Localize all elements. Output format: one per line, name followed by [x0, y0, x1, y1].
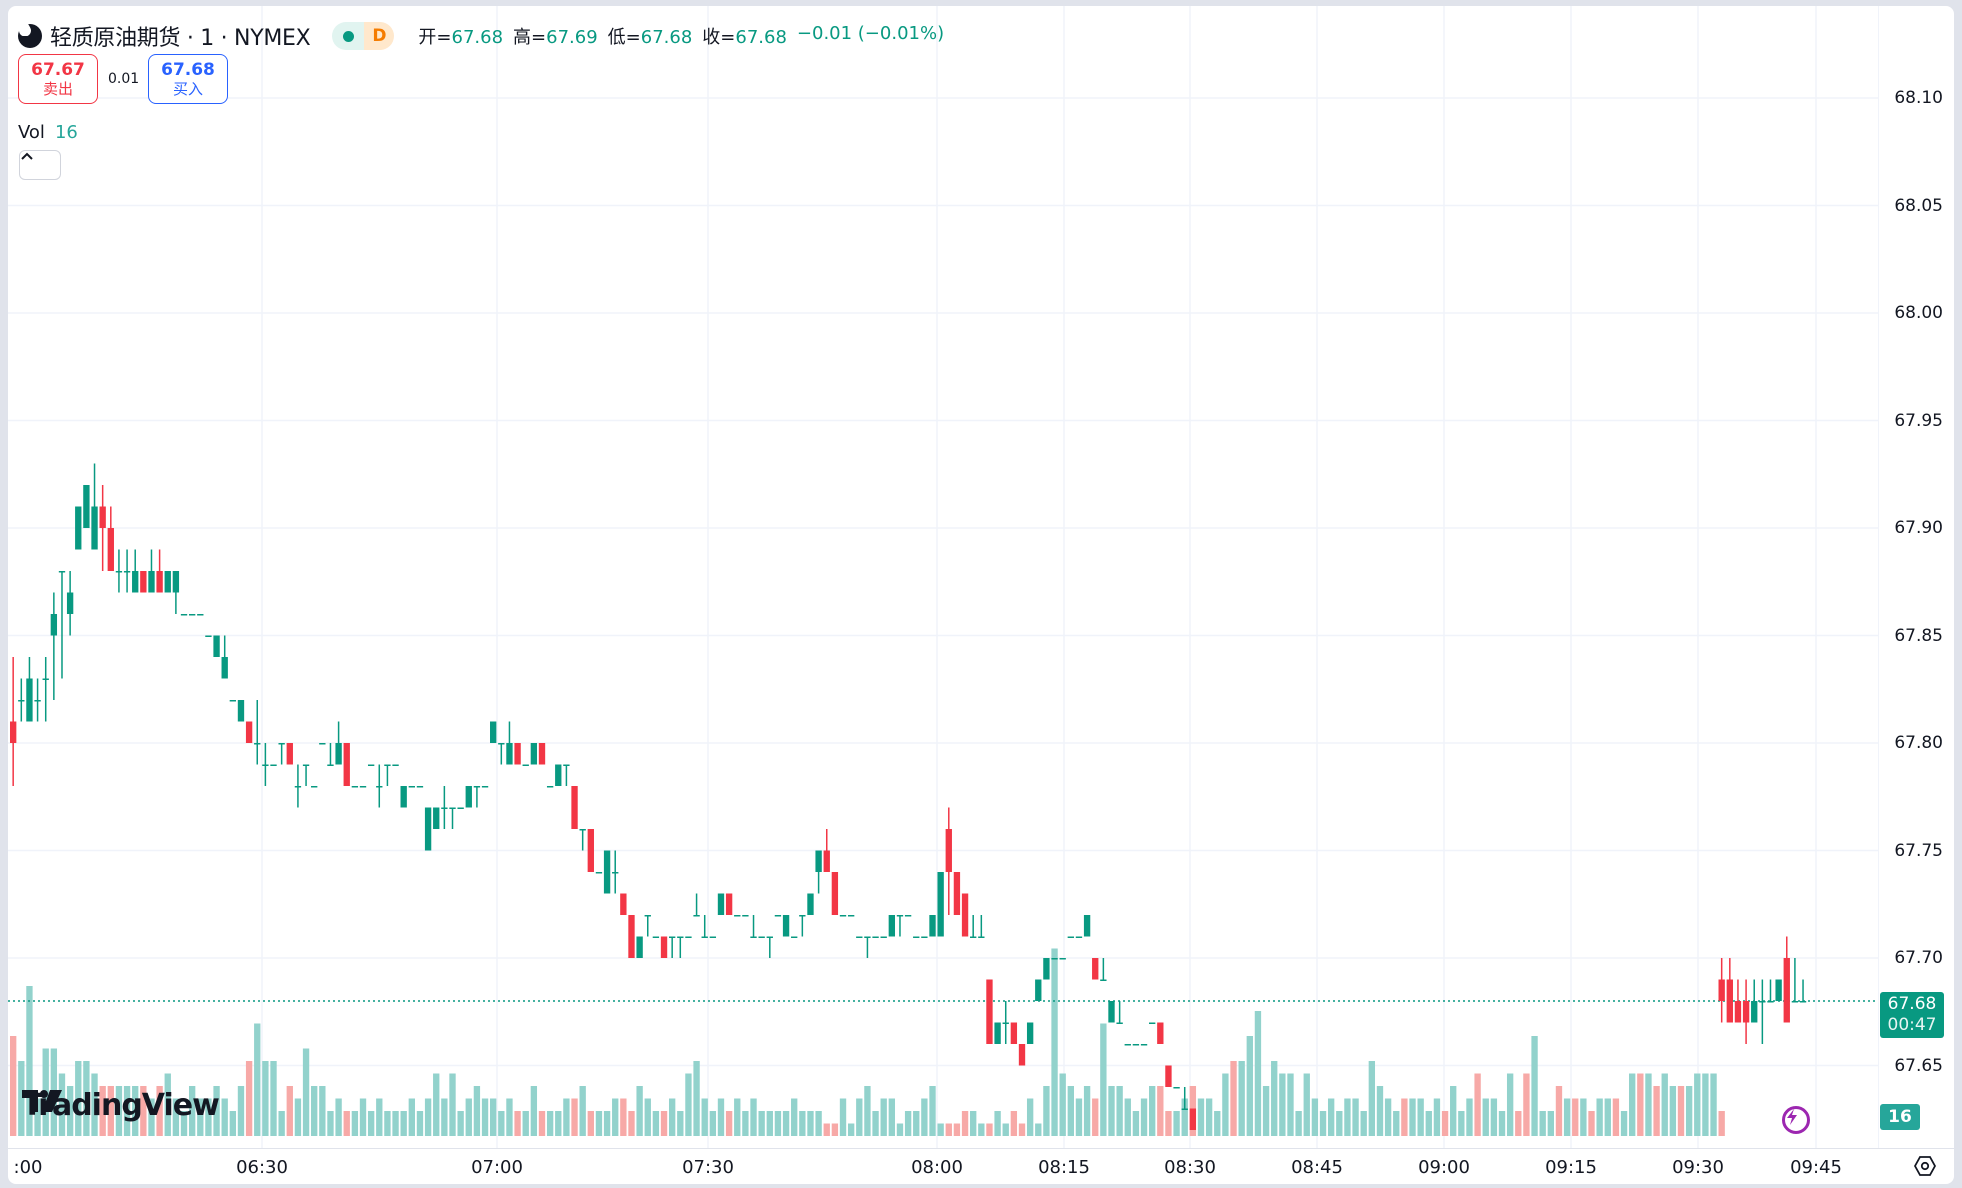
time-tick-label: 09:00	[1418, 1157, 1470, 1178]
time-tick-label: 08:30	[1164, 1157, 1216, 1178]
close-value: 67.68	[735, 27, 787, 48]
time-tick-label: :00	[13, 1157, 43, 1178]
time-tick-label: 07:00	[471, 1157, 523, 1178]
price-tick-label: 67.65	[1894, 1055, 1943, 1076]
time-tick-label: 06:30	[236, 1157, 288, 1178]
time-tick-label: 08:00	[911, 1157, 963, 1178]
sell-price: 67.67	[31, 60, 85, 80]
market-open-dot-icon	[332, 22, 365, 50]
sell-label: 卖出	[42, 80, 73, 98]
price-tick-label: 68.10	[1894, 88, 1943, 108]
settings-icon[interactable]	[1914, 1155, 1936, 1177]
price-tick-label: 67.85	[1894, 625, 1943, 646]
change-value: −0.01 (−0.01%)	[796, 23, 945, 44]
price-tick-label: 67.90	[1894, 518, 1943, 538]
last-price-label: 67.68 00:47	[1880, 992, 1944, 1038]
spread-value: 0.01	[108, 71, 140, 87]
tradingview-logo[interactable]: TradingView	[22, 1088, 220, 1123]
high-value: 67.69	[546, 27, 598, 48]
bar-countdown: 00:47	[1887, 1015, 1937, 1035]
ohlc-legend: 开=67.68 高=67.69 低=67.68 收=67.68 −0.01 (−…	[418, 23, 944, 49]
open-label: 开=	[418, 27, 452, 48]
low-value: 67.68	[640, 27, 693, 48]
time-tick-label: 08:15	[1038, 1157, 1090, 1178]
volume-value: 16	[54, 122, 78, 143]
price-tick-label: 68.05	[1894, 195, 1943, 216]
close-label: 收=	[702, 27, 736, 48]
market-status-badge[interactable]: D	[332, 22, 395, 50]
high-label: 高=	[513, 27, 547, 48]
price-tick-label: 67.70	[1894, 948, 1943, 968]
last-price-value: 67.68	[1887, 994, 1937, 1014]
volume-axis-badge: 16	[1880, 1104, 1920, 1130]
sell-button[interactable]: 67.67 卖出	[18, 54, 98, 104]
low-label: 低=	[607, 27, 641, 48]
chevron-up-icon	[21, 152, 33, 160]
chart-panel: 轻质原油期货 · 1 · NYMEX D 开=67.68 高=67.69 低=6…	[8, 6, 1954, 1184]
volume-legend: Vol 16	[18, 122, 78, 143]
buy-price: 67.68	[161, 60, 215, 80]
time-tick-label: 09:15	[1545, 1157, 1597, 1178]
buy-label: 买入	[172, 80, 203, 98]
plot-area[interactable]	[8, 6, 1878, 1148]
time-tick-label: 07:30	[682, 1157, 734, 1178]
price-tick-label: 68.00	[1894, 303, 1943, 323]
trade-buttons: 67.67 卖出 0.01 67.68 买入	[18, 54, 228, 104]
price-tick-label: 67.75	[1894, 840, 1943, 861]
volume-label: Vol	[18, 122, 45, 143]
symbol-header: 轻质原油期货 · 1 · NYMEX D 开=67.68 高=67.69 低=6…	[18, 20, 944, 52]
price-tick-label: 67.95	[1894, 410, 1943, 431]
price-axis[interactable]: 68.10 68.05 68.00 67.95 67.90 67.85 67.80 67.75…	[1878, 6, 1954, 1148]
session-badge: D	[364, 22, 395, 50]
oil-drop-icon	[18, 20, 42, 48]
open-value: 67.68	[451, 27, 504, 48]
symbol-title[interactable]: 轻质原油期货 · 1 · NYMEX	[50, 26, 311, 51]
lightning-icon[interactable]	[1782, 1106, 1810, 1134]
tradingview-logo-icon	[22, 1090, 62, 1112]
time-tick-label: 09:30	[1672, 1157, 1724, 1178]
time-axis[interactable]: :00 06:30 07:00 07:30 08:00 08:15 08:30 08:45 09…	[8, 1148, 1954, 1184]
time-tick-label: 09:45	[1790, 1157, 1842, 1178]
price-tick-label: 67.80	[1894, 733, 1943, 753]
time-tick-label: 08:45	[1291, 1157, 1343, 1178]
candlestick-chart[interactable]	[8, 6, 1878, 1148]
buy-button[interactable]: 67.68 买入	[148, 54, 228, 104]
collapse-legend-button[interactable]	[19, 150, 61, 180]
